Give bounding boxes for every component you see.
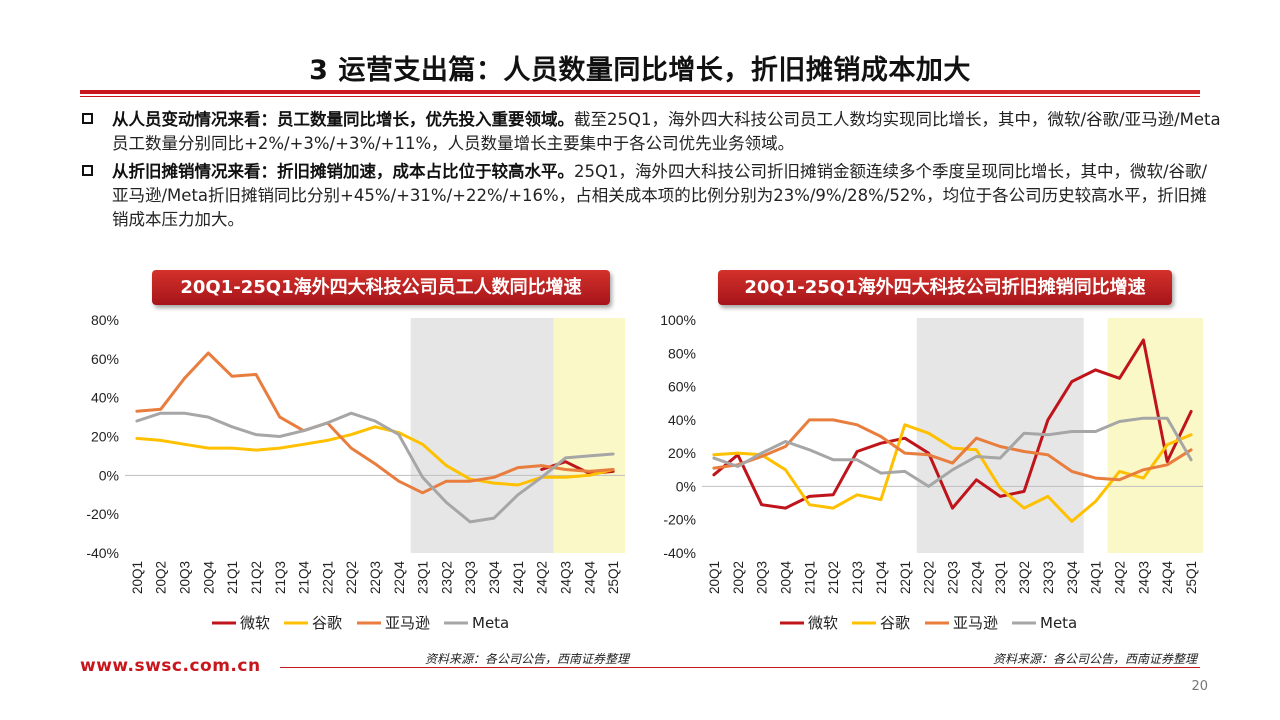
y-tick-label: 20% <box>91 429 119 445</box>
bullet-depreciation-heading: 从折旧摊销情况来看：折旧摊销加速，成本占比位于较高水平。 <box>112 162 574 181</box>
legend-label-2: 亚马逊 <box>953 614 998 632</box>
x-tick-label: 24Q1 <box>511 561 526 594</box>
x-tick-label: 21Q4 <box>297 561 312 595</box>
page-title: 3 运营支出篇：人员数量同比增长，折旧摊销成本加大 <box>309 55 971 86</box>
chart-1-title: 20Q1-25Q1海外四大科技公司员工人数同比增速 <box>152 270 610 305</box>
y-tick-label: 80% <box>668 345 696 361</box>
title-divider <box>80 90 1200 94</box>
x-tick-label: 22Q4 <box>969 561 984 595</box>
x-tick-label: 20Q3 <box>755 561 770 594</box>
x-tick-label: 20Q4 <box>779 561 794 595</box>
x-tick-label: 21Q1 <box>225 561 240 594</box>
y-tick-label: 40% <box>668 412 696 428</box>
y-tick-label: -40% <box>86 545 119 561</box>
footer-website: www.swsc.com.cn <box>80 656 261 676</box>
x-tick-label: 25Q1 <box>606 561 621 594</box>
x-tick-label: 24Q2 <box>535 561 550 594</box>
y-tick-label: -20% <box>86 506 119 522</box>
checkbox-bullet-icon <box>82 113 93 124</box>
y-tick-label: 0% <box>99 467 119 483</box>
chart-1-source: 资料来源：各公司公告，西南证券整理 <box>425 652 630 666</box>
bullet-staffing-heading: 从人员变动情况来看：员工数量同比增长，优先投入重要领域。 <box>112 110 574 129</box>
page-number: 20 <box>1191 679 1208 694</box>
legend-label-0: 微软 <box>240 614 270 632</box>
x-tick-label: 24Q1 <box>1089 561 1104 594</box>
x-tick-label: 23Q2 <box>1017 561 1032 594</box>
shaded-period-0 <box>916 318 1084 553</box>
series-line-0 <box>712 338 1193 510</box>
y-tick-label: 40% <box>91 390 119 406</box>
bullet-staffing: 从人员变动情况来看：员工数量同比增长，优先投入重要领域。截至25Q1，海外四大科… <box>82 108 1222 156</box>
chart-depreciation-growth: 100% 80% 60% 40% 20% 0% -20% -40% 20Q1 20Q2 20Q3 20… <box>660 312 1203 632</box>
x-tick-label: 22Q4 <box>392 561 407 595</box>
x-tick-label: 24Q3 <box>1136 561 1151 594</box>
y-tick-label: 80% <box>91 312 119 328</box>
x-tick-label: 23Q2 <box>439 561 454 594</box>
x-tick-label: 20Q4 <box>201 561 216 595</box>
x-tick-label: 23Q3 <box>463 561 478 594</box>
footer-divider <box>280 667 1200 668</box>
x-tick-label: 23Q3 <box>1041 561 1056 594</box>
legend-label-3: Meta <box>472 614 509 632</box>
y-tick-label: -20% <box>663 512 696 528</box>
y-tick-label: 60% <box>668 379 696 395</box>
title-divider-thin <box>80 96 1200 97</box>
x-tick-label: 21Q3 <box>273 561 288 594</box>
shaded-period-0 <box>410 318 554 553</box>
x-tick-label: 22Q3 <box>946 561 961 594</box>
y-tick-label: 60% <box>91 351 119 367</box>
chart-2-source: 资料来源：各公司公告，西南证券整理 <box>993 652 1198 666</box>
chart-employee-growth: 80% 60% 40% 20% 0% -20% -40% 20Q1 20Q2 20Q3 20Q4 21… <box>86 312 625 632</box>
legend-label-0: 微软 <box>808 614 838 632</box>
x-tick-label: 20Q2 <box>154 561 169 594</box>
x-tick-label: 23Q4 <box>487 561 502 595</box>
y-tick-label: 20% <box>668 445 696 461</box>
x-tick-label: 24Q4 <box>1160 561 1175 595</box>
y-tick-label: 0% <box>676 478 696 494</box>
x-tick-label: 21Q3 <box>850 561 865 594</box>
x-tick-label: 20Q3 <box>178 561 193 594</box>
x-tick-label: 22Q1 <box>320 561 335 594</box>
x-tick-label: 22Q2 <box>922 561 937 594</box>
legend-label-2: 亚马逊 <box>385 614 430 632</box>
series-line-3 <box>712 416 1193 488</box>
series-line-3 <box>135 411 615 524</box>
y-tick-label: -40% <box>663 545 696 561</box>
x-tick-label: 25Q1 <box>1184 561 1199 594</box>
checkbox-bullet-icon <box>82 165 93 176</box>
legend-label-1: 谷歌 <box>312 614 342 632</box>
chart-2-title: 20Q1-25Q1海外四大科技公司折旧摊销同比增速 <box>718 270 1172 305</box>
x-tick-label: 20Q1 <box>130 561 145 594</box>
x-tick-label: 21Q2 <box>826 561 841 594</box>
x-tick-label: 24Q2 <box>1113 561 1128 594</box>
series-line-2 <box>135 351 615 495</box>
series-line-2 <box>712 418 1193 482</box>
legend-label-3: Meta <box>1040 614 1077 632</box>
x-tick-label: 23Q1 <box>993 561 1008 594</box>
x-tick-label: 24Q3 <box>558 561 573 594</box>
x-tick-label: 22Q1 <box>898 561 913 594</box>
x-tick-label: 22Q2 <box>344 561 359 594</box>
shaded-period-1 <box>553 318 625 553</box>
x-tick-label: 21Q4 <box>874 561 889 595</box>
x-tick-label: 21Q2 <box>249 561 264 594</box>
bullet-staffing-text: 截至25Q1，海外四大科技公司员工人数均实现同比增长，其中，微软/谷歌/亚马逊/… <box>112 110 1221 153</box>
x-tick-label: 22Q3 <box>368 561 383 594</box>
legend-label-1: 谷歌 <box>880 614 910 632</box>
series-line-1 <box>135 425 615 487</box>
x-tick-label: 20Q2 <box>731 561 746 594</box>
series-line-1 <box>712 423 1193 523</box>
x-tick-label: 23Q4 <box>1065 561 1080 595</box>
y-tick-label: 100% <box>660 312 696 328</box>
x-tick-label: 21Q1 <box>802 561 817 594</box>
x-tick-label: 20Q1 <box>707 561 722 594</box>
x-tick-label: 24Q4 <box>582 561 597 595</box>
bullet-depreciation: 从折旧摊销情况来看：折旧摊销加速，成本占比位于较高水平。25Q1，海外四大科技公… <box>82 160 1222 232</box>
x-tick-label: 23Q1 <box>416 561 431 594</box>
bullet-depreciation-text: 25Q1，海外四大科技公司折旧摊销金额连续多个季度呈现同比增长，其中，微软/谷歌… <box>112 162 1208 229</box>
